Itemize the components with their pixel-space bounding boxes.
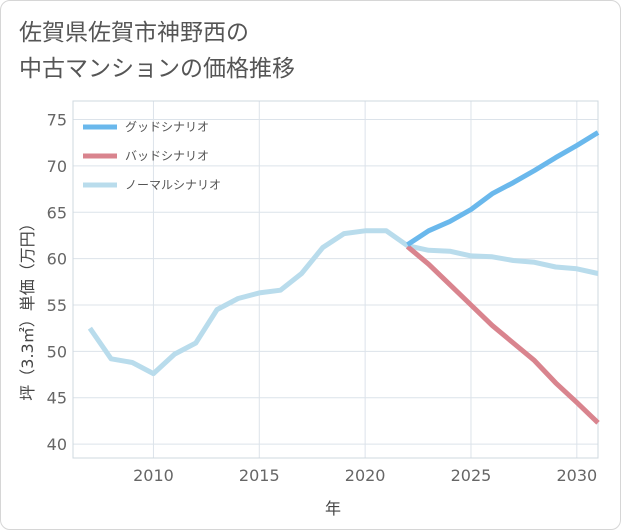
x-tick-label: 2030	[556, 466, 597, 485]
plot-area	[72, 100, 599, 459]
x-axis-label: 年	[325, 499, 341, 518]
y-tick-label: 55	[47, 296, 67, 315]
x-tick-labels: 2010 2015 2020 2025 2030	[133, 466, 597, 485]
y-tick-label: 65	[47, 203, 67, 222]
y-tick-label: 70	[47, 157, 67, 176]
grid	[73, 101, 598, 458]
x-tick-label: 2025	[451, 466, 492, 485]
y-tick-labels: 40 45 50 55 60 65 70 75	[47, 111, 67, 455]
x-tick-label: 2015	[239, 466, 280, 485]
legend-label: ノーマルシナリオ	[125, 178, 221, 192]
x-tick-label: 2020	[345, 466, 386, 485]
y-tick-label: 50	[47, 342, 67, 361]
series-line-0	[406, 130, 600, 247]
series-lines	[87, 130, 600, 425]
legend-label: グッドシナリオ	[125, 120, 209, 134]
y-tick-label: 60	[47, 250, 67, 269]
y-tick-label: 40	[47, 435, 67, 454]
series-line-1	[405, 244, 600, 425]
title-line-2: 中古マンションの価格推移	[19, 56, 295, 82]
y-tick-label: 45	[47, 389, 67, 408]
title-line-1: 佐賀県佐賀市神野西の	[19, 20, 249, 46]
page-title: 佐賀県佐賀市神野西の 中古マンションの価格推移	[19, 15, 295, 87]
y-tick-label: 75	[47, 111, 67, 130]
x-tick-label: 2010	[133, 466, 174, 485]
legend-label: バッドシナリオ	[125, 149, 209, 163]
series-line-2	[87, 228, 599, 377]
y-axis-label: 坪（3.3㎡）単価（万円）	[18, 215, 37, 400]
